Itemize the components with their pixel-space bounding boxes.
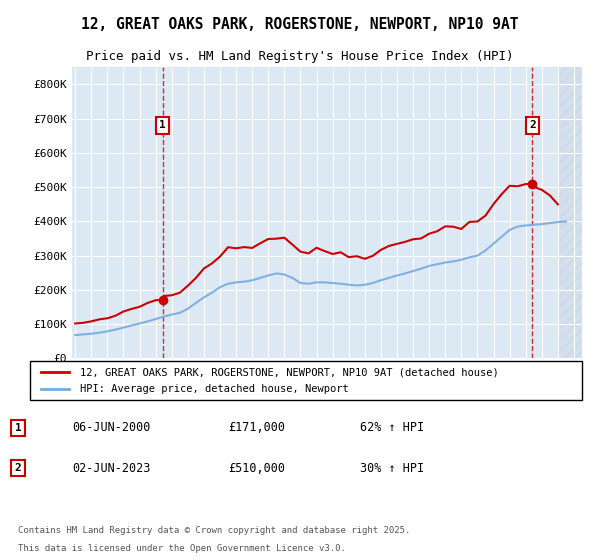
Text: £510,000: £510,000 bbox=[228, 461, 285, 475]
Text: Price paid vs. HM Land Registry's House Price Index (HPI): Price paid vs. HM Land Registry's House … bbox=[86, 50, 514, 63]
Text: This data is licensed under the Open Government Licence v3.0.: This data is licensed under the Open Gov… bbox=[18, 544, 346, 553]
Text: 02-JUN-2023: 02-JUN-2023 bbox=[72, 461, 151, 475]
Text: 2: 2 bbox=[529, 120, 536, 130]
FancyBboxPatch shape bbox=[30, 361, 582, 400]
Text: 06-JUN-2000: 06-JUN-2000 bbox=[72, 421, 151, 435]
Text: 1: 1 bbox=[14, 423, 22, 433]
Text: 62% ↑ HPI: 62% ↑ HPI bbox=[360, 421, 424, 435]
Text: Contains HM Land Registry data © Crown copyright and database right 2025.: Contains HM Land Registry data © Crown c… bbox=[18, 526, 410, 535]
Bar bbox=[558, 67, 582, 358]
Text: 1: 1 bbox=[160, 120, 166, 130]
Text: HPI: Average price, detached house, Newport: HPI: Average price, detached house, Newp… bbox=[80, 384, 349, 394]
Text: 12, GREAT OAKS PARK, ROGERSTONE, NEWPORT, NP10 9AT: 12, GREAT OAKS PARK, ROGERSTONE, NEWPORT… bbox=[81, 17, 519, 32]
Text: £171,000: £171,000 bbox=[228, 421, 285, 435]
Text: 30% ↑ HPI: 30% ↑ HPI bbox=[360, 461, 424, 475]
Text: 12, GREAT OAKS PARK, ROGERSTONE, NEWPORT, NP10 9AT (detached house): 12, GREAT OAKS PARK, ROGERSTONE, NEWPORT… bbox=[80, 367, 499, 377]
Text: 2: 2 bbox=[14, 463, 22, 473]
